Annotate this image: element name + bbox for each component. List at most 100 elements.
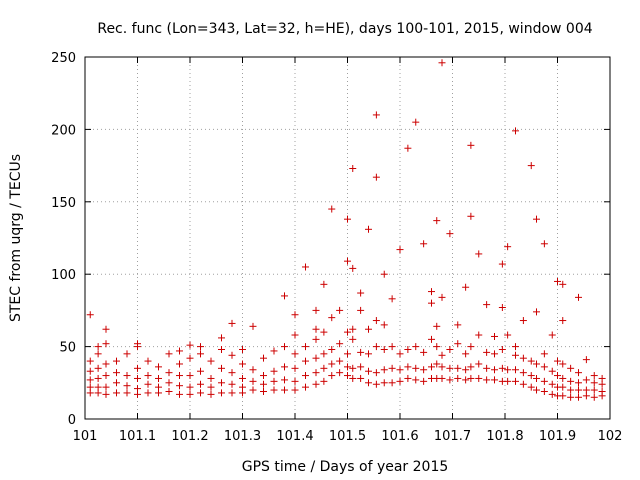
data-point [218, 389, 225, 397]
data-point [144, 357, 152, 365]
data-point [312, 335, 320, 343]
data-point [218, 345, 225, 353]
data-point [344, 363, 351, 371]
data-point [420, 348, 428, 356]
data-point [454, 340, 462, 348]
data-point [498, 364, 506, 372]
data-point [228, 380, 236, 388]
data-point [176, 360, 183, 368]
data-point [302, 263, 309, 271]
data-point [420, 366, 428, 374]
data-point [320, 377, 328, 385]
data-point [260, 372, 267, 380]
data-point [349, 264, 357, 272]
data-point [365, 325, 372, 333]
data-point [197, 389, 204, 397]
data-point [372, 343, 380, 351]
data-point [428, 363, 435, 371]
data-point [559, 317, 567, 325]
data-point [462, 366, 470, 374]
data-point [218, 364, 225, 372]
data-point [533, 386, 540, 394]
data-point [249, 386, 257, 394]
x-tick-label: 101.2 [171, 429, 208, 444]
data-point [102, 340, 110, 348]
data-point [123, 389, 131, 397]
data-point [134, 385, 141, 393]
data-point [320, 350, 328, 358]
data-point [144, 372, 152, 380]
data-point [567, 393, 575, 401]
data-point [197, 350, 204, 358]
data-point [446, 230, 454, 238]
data-point [336, 340, 344, 348]
data-point [380, 321, 388, 329]
data-point [94, 350, 102, 358]
data-point [320, 364, 328, 372]
data-point [475, 360, 483, 368]
data-point [86, 311, 94, 319]
data-point [519, 380, 527, 388]
data-point [575, 369, 582, 377]
data-point [349, 374, 357, 382]
data-point [344, 350, 351, 358]
data-point [207, 357, 215, 365]
data-point [249, 322, 257, 330]
data-point [86, 383, 94, 391]
data-point [446, 364, 454, 372]
data-point [412, 343, 420, 351]
data-point [590, 372, 598, 380]
data-point [533, 308, 540, 316]
data-point [491, 332, 498, 340]
data-point [396, 366, 404, 374]
x-tick-label: 101.7 [434, 429, 471, 444]
data-point [155, 374, 162, 382]
data-point [94, 343, 102, 351]
data-point [312, 306, 320, 314]
data-point [404, 345, 412, 353]
data-point [512, 343, 519, 351]
data-point [412, 364, 420, 372]
data-point [123, 372, 131, 380]
data-point [396, 377, 404, 385]
data-point [344, 328, 351, 336]
data-point [165, 379, 173, 387]
x-axis-label: GPS time / Days of year 2015 [242, 459, 449, 475]
data-point [260, 380, 267, 388]
data-point [312, 380, 320, 388]
x-tick-label: 101.4 [276, 429, 313, 444]
data-point [239, 383, 246, 391]
data-point [270, 347, 278, 355]
data-point [291, 350, 299, 358]
data-point [357, 306, 365, 314]
data-point [498, 304, 506, 312]
data-point [590, 393, 598, 401]
data-point [380, 270, 388, 278]
data-point [260, 387, 267, 395]
data-point [467, 212, 475, 220]
data-point [270, 386, 278, 394]
data-point [365, 379, 372, 387]
x-tick-label: 102 [598, 429, 623, 444]
data-point [349, 164, 357, 172]
x-tick-label: 101.6 [381, 429, 418, 444]
x-tick-label: 101.8 [486, 429, 523, 444]
data-point [527, 372, 535, 380]
data-point [239, 374, 246, 382]
x-tick-label: 101.9 [539, 429, 576, 444]
data-point [504, 377, 512, 385]
data-point [527, 357, 535, 365]
data-point [438, 293, 446, 301]
y-tick-label: 250 [51, 51, 76, 66]
data-point [567, 386, 575, 394]
data-point [548, 380, 556, 388]
data-point [512, 366, 519, 374]
data-point [281, 343, 288, 351]
data-point [86, 367, 94, 375]
data-point [491, 350, 498, 358]
data-point [483, 364, 491, 372]
data-point [554, 372, 561, 380]
data-point [404, 363, 412, 371]
data-point [102, 325, 110, 333]
